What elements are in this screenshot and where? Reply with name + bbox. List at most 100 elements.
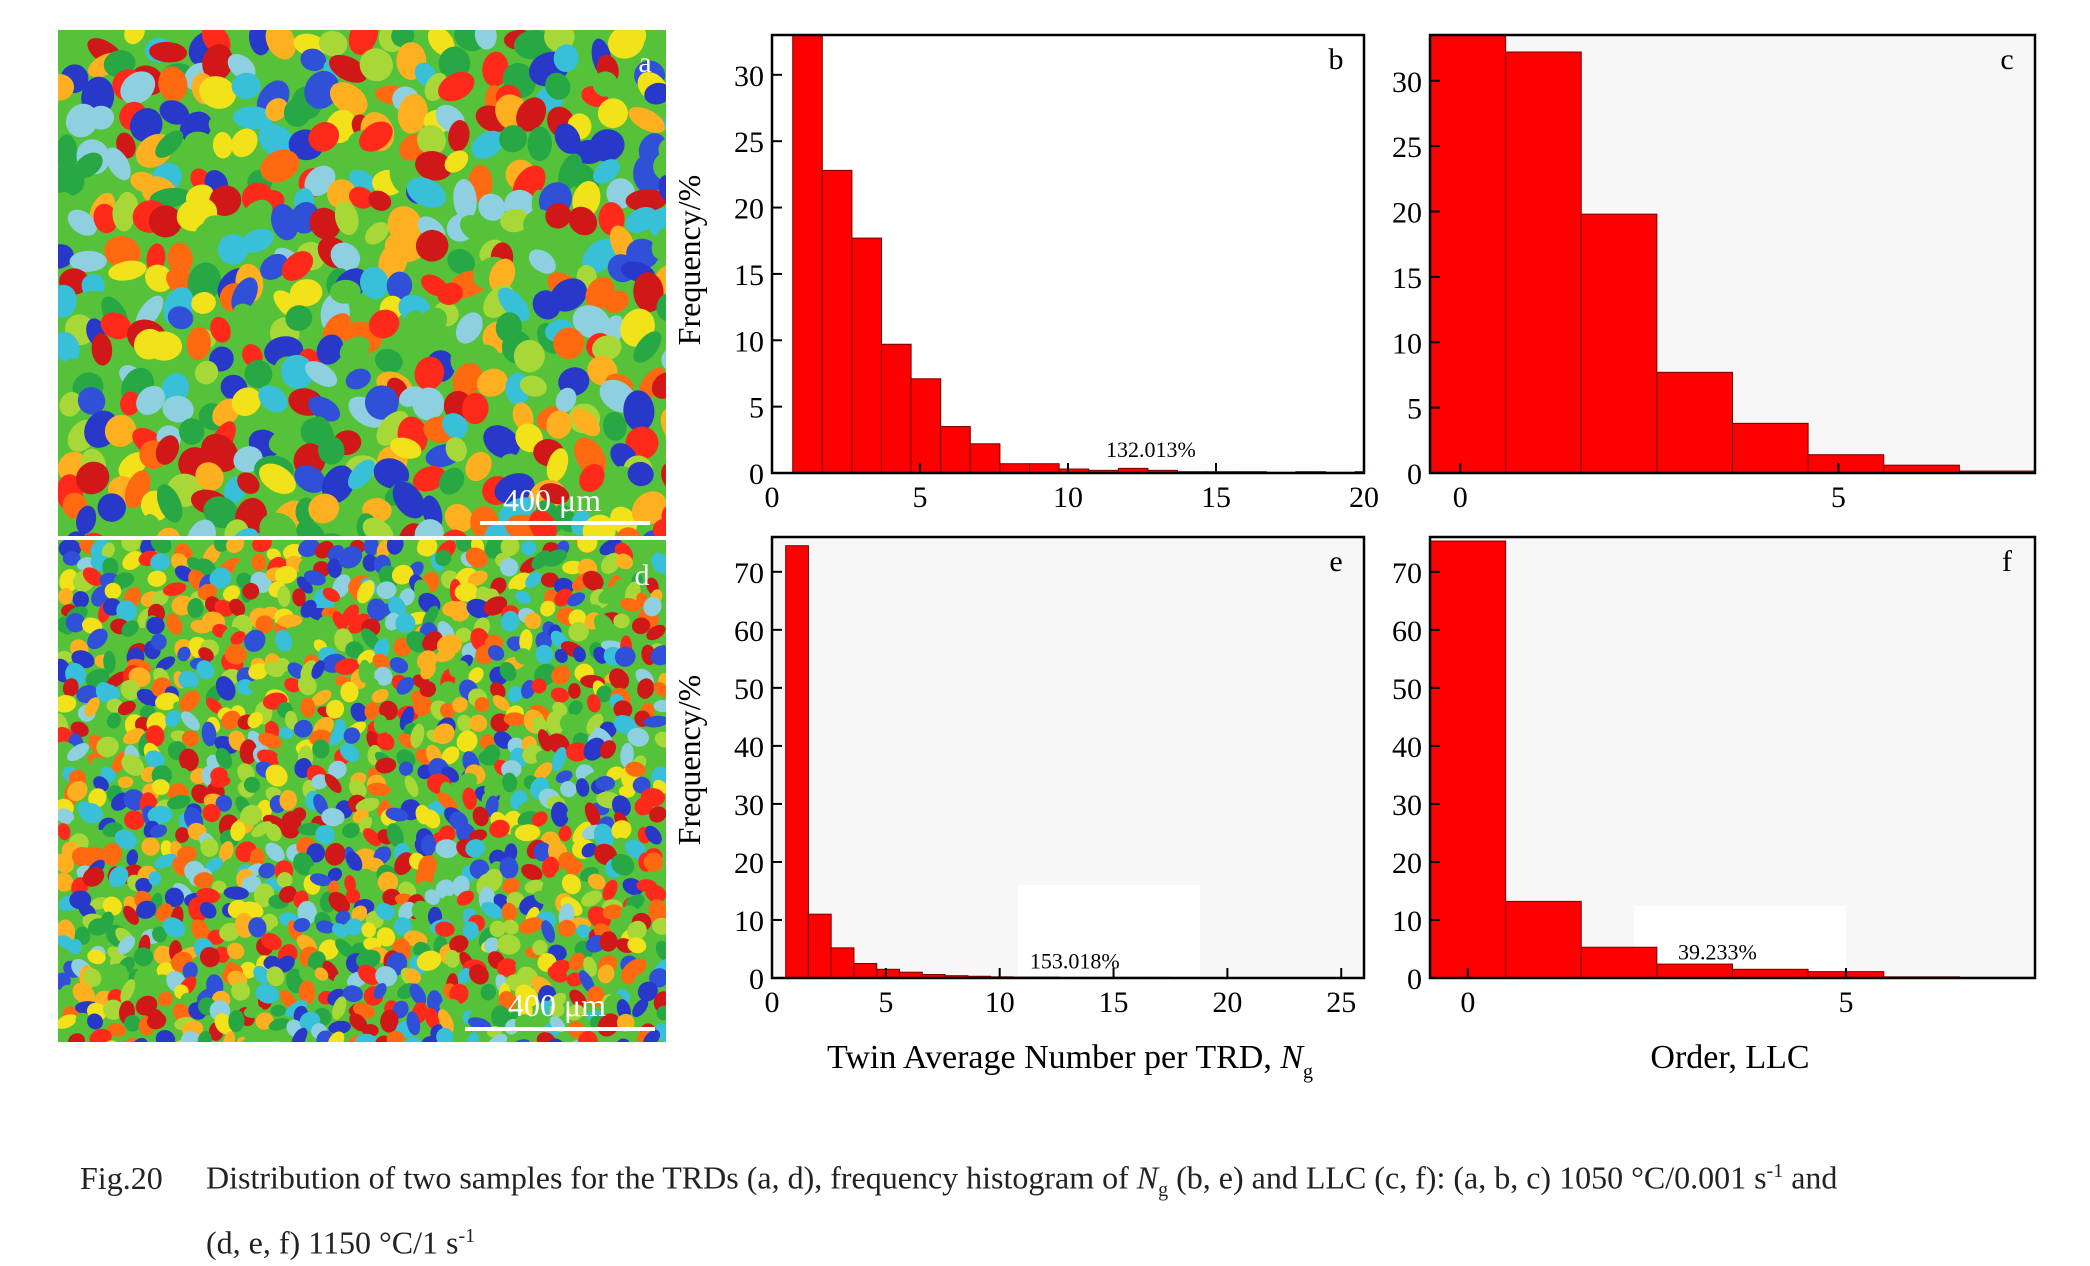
grain	[364, 536, 379, 556]
bar-b-0	[793, 35, 823, 473]
ytick-label-c-6: 30	[1392, 66, 1422, 99]
grain	[595, 776, 615, 791]
x-axis-label-left-var: N	[1279, 1039, 1305, 1076]
xtick-label-f-0: 0	[1460, 986, 1475, 1019]
bar-b-3	[882, 344, 912, 473]
ytick-label-f-6: 60	[1392, 615, 1422, 648]
bar-c-1	[1506, 52, 1582, 473]
ytick-label-e-0: 0	[749, 963, 764, 996]
ytick-label-f-3: 30	[1392, 789, 1422, 822]
bar-e-1	[808, 914, 831, 978]
panel-d-letter: d	[635, 559, 650, 592]
ytick-label-e-3: 30	[734, 789, 764, 822]
xtick-label-f-1: 5	[1838, 986, 1853, 1019]
caption-var: N	[1137, 1160, 1158, 1196]
bar-c-0	[1430, 35, 1506, 473]
bar-f-3	[1657, 964, 1733, 978]
bar-c-5	[1808, 455, 1884, 473]
bar-e-4	[877, 969, 900, 978]
ebsd-map-d-image	[47, 526, 677, 1065]
bar-b-5	[941, 427, 971, 473]
panel-a-letter: a	[638, 46, 651, 79]
bar-b-1	[822, 170, 852, 473]
y-axis-label-e: Frequency/%	[671, 675, 707, 846]
xtick-label-c-0: 0	[1453, 481, 1468, 514]
ytick-label-b-2: 10	[734, 325, 764, 358]
x-axis-label-left-sub: g	[1303, 1061, 1313, 1083]
ytick-label-e-6: 60	[734, 615, 764, 648]
bar-f-2	[1581, 947, 1657, 978]
caption-sup-1: -1	[1767, 1160, 1784, 1182]
bar-b-8	[1030, 464, 1060, 473]
xtick-label-e-0: 0	[765, 986, 780, 1019]
panel-letter-c: c	[2000, 43, 2013, 76]
panel-letter-f: f	[2002, 545, 2012, 578]
ytick-label-e-5: 50	[734, 673, 764, 706]
ytick-label-f-7: 70	[1392, 557, 1422, 590]
bar-f-4	[1733, 969, 1809, 978]
ytick-label-b-5: 25	[734, 126, 764, 159]
panel-letter-e: e	[1329, 545, 1342, 578]
ytick-label-c-3: 15	[1392, 262, 1422, 295]
ytick-label-f-4: 40	[1392, 731, 1422, 764]
grain	[476, 1040, 497, 1059]
bar-b-6	[970, 444, 1000, 473]
bar-e-2	[831, 948, 854, 978]
grain	[668, 390, 691, 422]
scalebar-d	[465, 1027, 655, 1031]
ytick-label-c-4: 20	[1392, 197, 1422, 230]
ytick-label-b-3: 15	[734, 259, 764, 292]
ytick-label-e-1: 10	[734, 905, 764, 938]
ytick-label-f-5: 50	[1392, 673, 1422, 706]
ytick-label-c-2: 10	[1392, 327, 1422, 360]
grain	[359, 660, 372, 683]
xtick-label-b-1: 5	[913, 481, 928, 514]
bar-f-0	[1430, 541, 1506, 978]
grain	[56, 1040, 76, 1060]
annotation-f: 39.233%	[1678, 939, 1757, 964]
ytick-label-c-5: 25	[1392, 131, 1422, 164]
ytick-label-c-0: 0	[1407, 458, 1422, 491]
xtick-label-c-1: 5	[1831, 481, 1846, 514]
scalebar-d-label: 400 μm	[508, 987, 606, 1023]
xtick-label-e-5: 25	[1326, 986, 1356, 1019]
grain	[662, 20, 691, 54]
ytick-label-e-2: 20	[734, 847, 764, 880]
x-axis-label-right: Order, LLC	[1650, 1039, 1809, 1076]
ebsd-map-d: d 400 μm	[47, 526, 677, 1065]
ytick-label-b-6: 30	[734, 60, 764, 93]
ebsd-map-a-image	[42, 13, 704, 569]
ytick-label-b-4: 20	[734, 193, 764, 226]
caption-text-1: Distribution of two samples for the TRDs…	[206, 1160, 1137, 1196]
xtick-label-e-4: 20	[1212, 986, 1242, 1019]
xtick-label-e-2: 10	[985, 986, 1015, 1019]
xtick-label-b-2: 10	[1053, 481, 1083, 514]
x-axis-label-left-text: Twin Average Number per TRD,	[827, 1039, 1280, 1076]
bar-c-4	[1733, 423, 1809, 473]
annotation-e: 153.018%	[1030, 949, 1120, 974]
grain	[613, 614, 629, 629]
ytick-label-f-1: 10	[1392, 905, 1422, 938]
annotation-b: 132.013%	[1106, 437, 1196, 462]
ebsd-map-a: a 400 μm	[42, 13, 704, 569]
ytick-label-b-0: 0	[749, 458, 764, 491]
histogram-c: 0 5 10 15 20 25 30 0 5 c	[1392, 35, 2035, 514]
panel-letter-b: b	[1329, 43, 1344, 76]
xtick-label-b-0: 0	[765, 481, 780, 514]
x-axis-label-left: Twin Average Number per TRD, Ng	[827, 1039, 1313, 1083]
ytick-label-b-1: 5	[749, 392, 764, 425]
ytick-label-c-1: 5	[1407, 393, 1422, 426]
bar-b-7	[1000, 464, 1030, 473]
xtick-label-e-3: 15	[1099, 986, 1129, 1019]
scalebar-a	[480, 521, 650, 525]
ytick-label-e-4: 40	[734, 731, 764, 764]
ytick-label-f-0: 0	[1407, 963, 1422, 996]
bar-f-1	[1506, 901, 1582, 978]
ytick-label-e-7: 70	[734, 557, 764, 590]
bar-b-2	[852, 238, 882, 473]
